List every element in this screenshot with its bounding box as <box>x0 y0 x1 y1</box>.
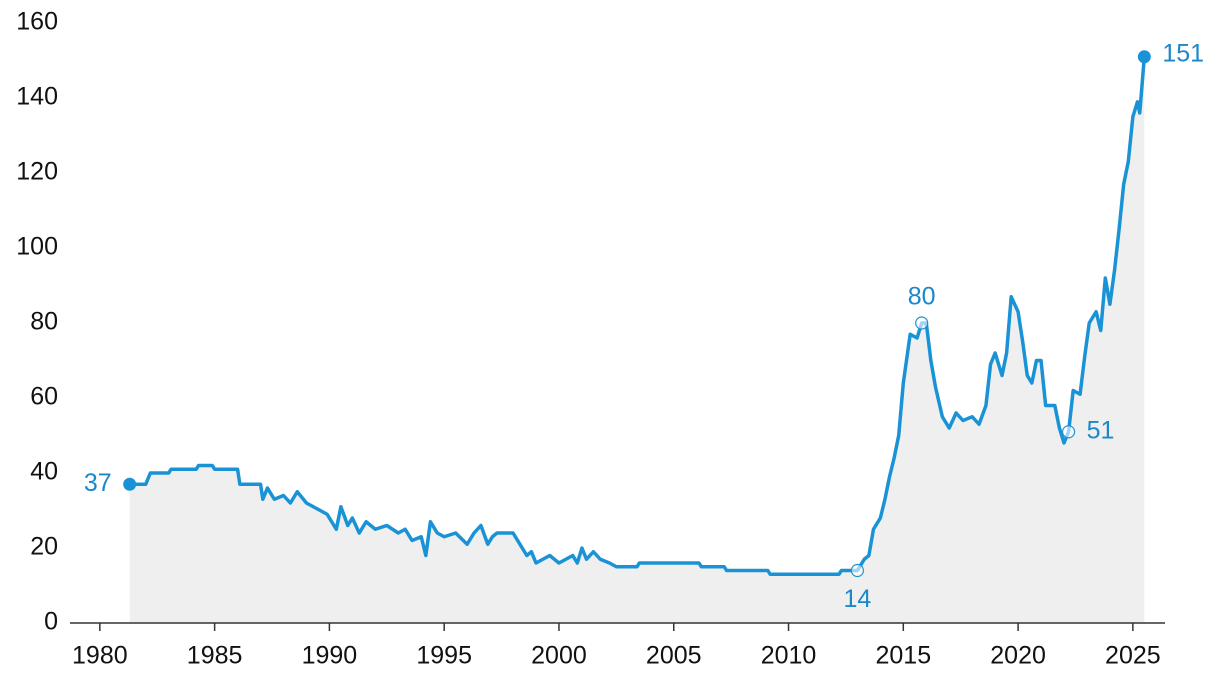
y-tick-label: 60 <box>30 383 58 411</box>
y-tick-label: 100 <box>16 233 58 261</box>
x-tick-label: 2025 <box>1105 642 1161 670</box>
annotation-marker <box>850 563 864 578</box>
y-tick-label: 40 <box>30 458 58 486</box>
y-tick-label: 20 <box>30 533 58 561</box>
annotation-marker <box>1137 50 1151 64</box>
annotation-marker <box>915 316 929 330</box>
y-tick-label: 0 <box>44 608 58 636</box>
x-tick-label: 1990 <box>302 642 358 670</box>
x-tick-label: 2010 <box>761 642 817 670</box>
x-tick-label: 1980 <box>72 642 128 670</box>
x-tick-label: 1995 <box>416 642 472 670</box>
y-tick-label: 120 <box>16 158 58 186</box>
annotation-label: 151 <box>1162 39 1204 67</box>
annotation-label: 14 <box>843 585 871 613</box>
line <box>129 56 1147 576</box>
annotation-label: 80 <box>908 283 936 311</box>
x-tick-label: 2020 <box>990 642 1046 670</box>
x-tick-label: 2005 <box>646 642 702 670</box>
x-tick-label: 2000 <box>531 642 587 670</box>
annotation-marker <box>1061 425 1076 439</box>
x-tick-label: 2015 <box>875 642 931 670</box>
annotation-label: 51 <box>1087 416 1115 444</box>
annotation-label: 37 <box>84 469 112 497</box>
annotation-marker <box>123 477 137 491</box>
y-tick-label: 140 <box>16 83 58 111</box>
area <box>129 56 1145 623</box>
x-tick-label: 1985 <box>187 642 243 670</box>
y-tick-label: 160 <box>16 8 58 36</box>
y-tick-label: 80 <box>30 308 58 336</box>
